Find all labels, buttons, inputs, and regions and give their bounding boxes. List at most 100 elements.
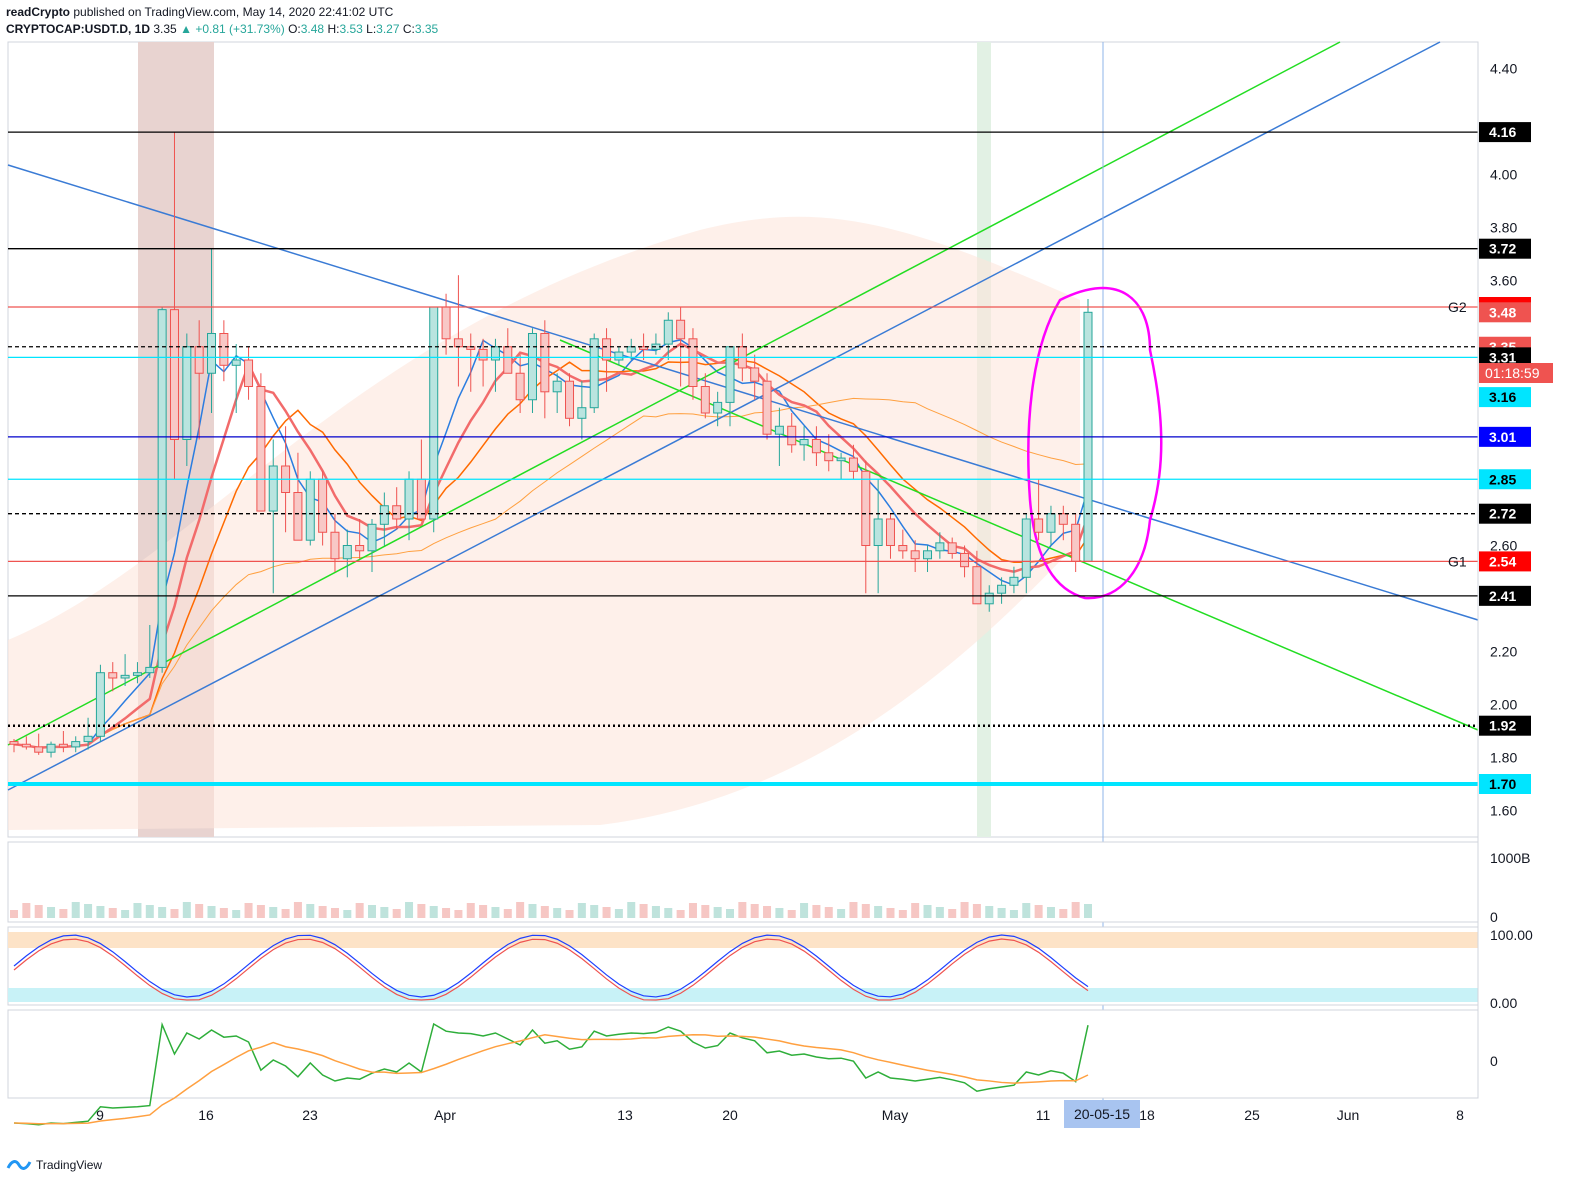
volume-bar (22, 903, 31, 918)
candle-body (207, 333, 217, 374)
close-value: 3.35 (414, 22, 439, 36)
high-value: 3.53 (339, 22, 363, 36)
sub-pane-tick: 0.00 (1490, 995, 1517, 1011)
volume-bar (701, 905, 710, 918)
volume-bar (874, 906, 883, 918)
volume-bar (713, 907, 722, 918)
candle-body (836, 457, 846, 462)
volume-bar (503, 909, 512, 918)
candle-body (318, 478, 328, 533)
volume-bar (997, 908, 1006, 918)
y-tick-label: 4.00 (1490, 167, 1517, 183)
x-tick-label: 20 (722, 1107, 738, 1123)
price-badge (1479, 238, 1531, 259)
x-tick-label: May (882, 1107, 908, 1123)
candle-body (21, 743, 31, 748)
candle-body (811, 439, 821, 454)
osc-line (13, 1021, 1089, 1126)
symbol-name[interactable]: CRYPTOCAP:USDT.D, 1D (6, 22, 151, 36)
countdown-badge (1479, 363, 1553, 383)
volume-bar (948, 909, 957, 918)
candle-body (515, 372, 525, 401)
volume-bar (145, 905, 154, 918)
price-badge-label: 3.01 (1489, 429, 1516, 445)
price-badge-label: 1.92 (1489, 718, 1516, 734)
cursor-date-badge (1064, 1100, 1140, 1128)
candle-body (490, 346, 500, 361)
volume-bar (355, 903, 364, 918)
chart-header: readCrypto published on TradingView.com,… (6, 4, 438, 38)
footer-brand[interactable]: TradingView (36, 1158, 103, 1172)
level-tag: G2 (1448, 299, 1467, 315)
volume-bar (491, 907, 500, 918)
volume-bar (985, 906, 994, 918)
candle-body (367, 523, 377, 552)
low-label: L: (366, 22, 377, 36)
tradingview-footer: TradingView (6, 1158, 102, 1172)
volume-bar (121, 910, 130, 918)
y-tick-label: 2.20 (1490, 644, 1517, 660)
volume-bar (627, 902, 636, 918)
candle-body (923, 550, 933, 560)
sub-pane-tick: 0 (1490, 909, 1498, 925)
volume-bar (108, 908, 117, 918)
candle-body (552, 380, 562, 393)
price-badge (1479, 715, 1531, 736)
volume-bar (651, 906, 660, 918)
volume-bar (688, 903, 697, 918)
axes: 4.40 4.00 3.80 3.60 2.60 2.20 2.00 1.80 1.60 1000… (96, 42, 1533, 1128)
price-badge (1479, 302, 1531, 323)
price-badge-label: 2.41 (1489, 588, 1516, 604)
volume-bar (1046, 907, 1055, 918)
candle-body (293, 492, 303, 541)
volume-bar (318, 906, 327, 918)
candle-body (58, 743, 68, 748)
candle-body (305, 478, 315, 541)
author-name[interactable]: readCrypto (6, 5, 71, 19)
candle-body (663, 319, 673, 345)
volume-bar (466, 903, 475, 918)
candle-body (244, 359, 254, 387)
volume-bar (775, 908, 784, 918)
candle-body (527, 333, 537, 401)
volume-bar (405, 902, 414, 918)
volume-bar (898, 910, 907, 918)
price-change: +0.81 (+31.73%) (195, 22, 285, 36)
volume-bar (614, 909, 623, 918)
candle-body (565, 380, 575, 419)
volume-bar (84, 904, 93, 918)
indicator-lines (7, 41, 1479, 1108)
volume-bar (244, 903, 253, 918)
candle-body (972, 566, 982, 605)
open-label: O: (288, 22, 301, 36)
volume-bar (886, 908, 895, 918)
magenta-highlight (1027, 286, 1163, 600)
y-tick-label: 3.80 (1490, 220, 1517, 236)
volume-bar (269, 907, 278, 918)
volume-bar (96, 906, 105, 918)
candle-body (1058, 513, 1068, 525)
volume-bar (368, 905, 376, 918)
candle-body (935, 542, 945, 552)
volume-bar (516, 902, 525, 918)
volume-bar (380, 907, 389, 918)
y-tick-label: 2.60 (1490, 538, 1517, 554)
cursor-date-label: 20-05-15 (1074, 1106, 1130, 1122)
stoch-upper-band (8, 932, 1478, 948)
candle-body (898, 545, 908, 552)
candle-body (453, 338, 463, 348)
price-badge-label: 4.16 (1489, 124, 1516, 140)
volume-bar (528, 904, 537, 918)
volume-bar (10, 910, 18, 918)
ma-red-line (13, 342, 1090, 750)
candle-body (787, 425, 797, 446)
volume-bar (219, 908, 228, 918)
countdown-label: 01:18:59 (1485, 365, 1540, 381)
price-badge (1479, 387, 1531, 408)
candle-body (626, 346, 636, 353)
volume-bar (343, 910, 352, 918)
volume-bar (565, 910, 574, 918)
volume-bar (133, 903, 142, 918)
candle-body (960, 552, 970, 568)
